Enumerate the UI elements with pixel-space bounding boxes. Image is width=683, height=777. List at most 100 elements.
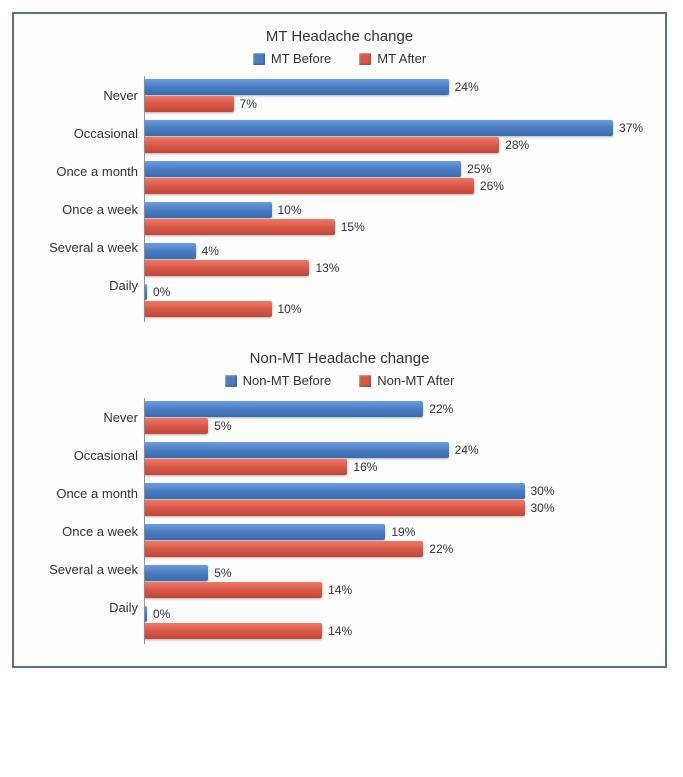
bar-value-label: 0% [153, 607, 170, 621]
legend-label: MT After [377, 51, 426, 66]
before-bar [145, 565, 208, 581]
bar-row: 24% [145, 442, 651, 458]
bar-value-label: 19% [391, 525, 415, 539]
after-bar [145, 500, 525, 516]
bar-row: 37% [145, 120, 651, 136]
bar-value-label: 16% [353, 460, 377, 474]
after-bar [145, 623, 322, 639]
category-label: Occasional [28, 114, 138, 152]
legend-item-after: MT After [359, 51, 426, 66]
bar-row: 14% [145, 582, 651, 598]
legend-label: Non-MT After [377, 373, 454, 388]
bar-value-label: 5% [214, 566, 231, 580]
bar-row: 5% [145, 565, 651, 581]
bar-group: 24% 7% [145, 76, 651, 117]
category-label: Once a month [28, 152, 138, 190]
bar-value-label: 22% [429, 542, 453, 556]
bar-value-label: 26% [480, 179, 504, 193]
bar-value-label: 15% [341, 220, 365, 234]
chart-nonmt: Non-MT Headache change Non-MT Before Non… [28, 350, 651, 644]
bar-row: 15% [145, 219, 651, 235]
bar-group: 19% 22% [145, 521, 651, 562]
bar-group: 25%26% [145, 158, 651, 199]
bar-value-label: 10% [278, 302, 302, 316]
bar-group: 0%14% [145, 603, 651, 644]
y-axis-labels: NeverOccasionalOnce a monthOnce a weekSe… [28, 398, 144, 644]
bar-value-label: 10% [278, 203, 302, 217]
after-bar [145, 137, 499, 153]
before-bar [145, 202, 272, 218]
bar-row: 22% [145, 401, 651, 417]
swatch-before [253, 53, 265, 65]
bar-row: 30% [145, 500, 651, 516]
legend-label: Non-MT Before [243, 373, 332, 388]
legend-label: MT Before [271, 51, 331, 66]
bar-group: 10% 15% [145, 199, 651, 240]
bar-row: 25% [145, 161, 651, 177]
plot-area: NeverOccasionalOnce a monthOnce a weekSe… [28, 76, 651, 322]
bar-value-label: 24% [455, 80, 479, 94]
bar-row: 22% [145, 541, 651, 557]
category-label: Daily [28, 266, 138, 304]
bar-group: 5%14% [145, 562, 651, 603]
before-bar [145, 79, 449, 95]
bar-group: 4%13% [145, 240, 651, 281]
chart-title: MT Headache change [28, 28, 651, 45]
bar-row: 24% [145, 79, 651, 95]
before-bar [145, 120, 613, 136]
category-label: Once a month [28, 474, 138, 512]
bar-row: 5% [145, 418, 651, 434]
legend: MT Before MT After [28, 51, 651, 66]
plot-area: NeverOccasionalOnce a monthOnce a weekSe… [28, 398, 651, 644]
bar-row: 7% [145, 96, 651, 112]
bar-value-label: 30% [531, 501, 555, 515]
before-bar [145, 243, 196, 259]
chart-frame: MT Headache change MT Before MT After Ne… [12, 12, 667, 668]
after-bar [145, 418, 208, 434]
bar-value-label: 25% [467, 162, 491, 176]
legend: Non-MT Before Non-MT After [28, 373, 651, 388]
bar-value-label: 7% [240, 97, 257, 111]
bar-row: 16% [145, 459, 651, 475]
bar-value-label: 28% [505, 138, 529, 152]
y-axis-labels: NeverOccasionalOnce a monthOnce a weekSe… [28, 76, 144, 322]
before-bar [145, 524, 385, 540]
bar-value-label: 30% [531, 484, 555, 498]
bar-row: 13% [145, 260, 651, 276]
after-bar [145, 178, 474, 194]
legend-item-after: Non-MT After [359, 373, 454, 388]
bar-value-label: 5% [214, 419, 231, 433]
bar-row: 28% [145, 137, 651, 153]
before-bar [145, 483, 525, 499]
bar-group: 0% 10% [145, 281, 651, 322]
legend-item-before: Non-MT Before [225, 373, 332, 388]
swatch-before [225, 375, 237, 387]
bar-group: 30%30% [145, 480, 651, 521]
category-label: Once a week [28, 512, 138, 550]
chart-mt: MT Headache change MT Before MT After Ne… [28, 28, 651, 322]
after-bar [145, 541, 423, 557]
bar-row: 19% [145, 524, 651, 540]
category-label: Several a week [28, 228, 138, 266]
bar-row: 4% [145, 243, 651, 259]
legend-item-before: MT Before [253, 51, 331, 66]
category-label: Never [28, 398, 138, 436]
bar-row: 0% [145, 284, 651, 300]
bars-area: 22%5%24%16%30%30%19%22%5%14%0%14% [144, 398, 651, 644]
swatch-after [359, 53, 371, 65]
bar-row: 10% [145, 202, 651, 218]
before-bar [145, 401, 423, 417]
after-bar [145, 301, 272, 317]
after-bar [145, 219, 335, 235]
after-bar [145, 260, 309, 276]
after-bar [145, 582, 322, 598]
before-bar [145, 284, 147, 300]
bar-group: 22%5% [145, 398, 651, 439]
chart-title: Non-MT Headache change [28, 350, 651, 367]
bar-value-label: 4% [202, 244, 219, 258]
bars-area: 24%7%37%28%25%26%10%15%4%13%0%10% [144, 76, 651, 322]
bar-value-label: 0% [153, 285, 170, 299]
category-label: Once a week [28, 190, 138, 228]
bar-row: 10% [145, 301, 651, 317]
bar-row: 14% [145, 623, 651, 639]
